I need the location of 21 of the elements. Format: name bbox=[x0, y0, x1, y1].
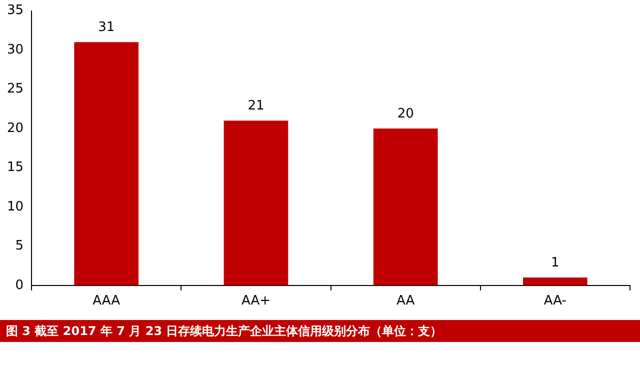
bar bbox=[224, 120, 288, 286]
x-tick-label: AAA bbox=[92, 294, 120, 309]
x-tick-label: AA+ bbox=[241, 294, 270, 309]
x-tick-label: AA bbox=[396, 294, 415, 309]
data-label: 1 bbox=[551, 255, 560, 270]
bar bbox=[74, 42, 139, 286]
bar bbox=[373, 128, 438, 286]
text: 图 3 截至 2017 年 7 月 23 日存续电力生产企业主体信用级别分布（单位：支） bbox=[0, 320, 640, 342]
y-tick-label: 10 bbox=[6, 199, 24, 214]
data-label: 21 bbox=[248, 98, 264, 114]
y-tick-label: 35 bbox=[6, 3, 24, 18]
data-label: 31 bbox=[98, 20, 115, 36]
y-tick-label: 15 bbox=[6, 160, 24, 176]
data-label: 20 bbox=[397, 106, 414, 122]
y-tick-label: 25 bbox=[6, 82, 24, 97]
x-tick-label: AA- bbox=[544, 294, 567, 309]
bar bbox=[523, 278, 588, 286]
y-tick-label: 30 bbox=[6, 42, 24, 58]
y-tick-label: 5 bbox=[15, 238, 24, 254]
y-tick-label: 20 bbox=[6, 120, 24, 136]
y-tick-label: 0 bbox=[15, 278, 24, 293]
